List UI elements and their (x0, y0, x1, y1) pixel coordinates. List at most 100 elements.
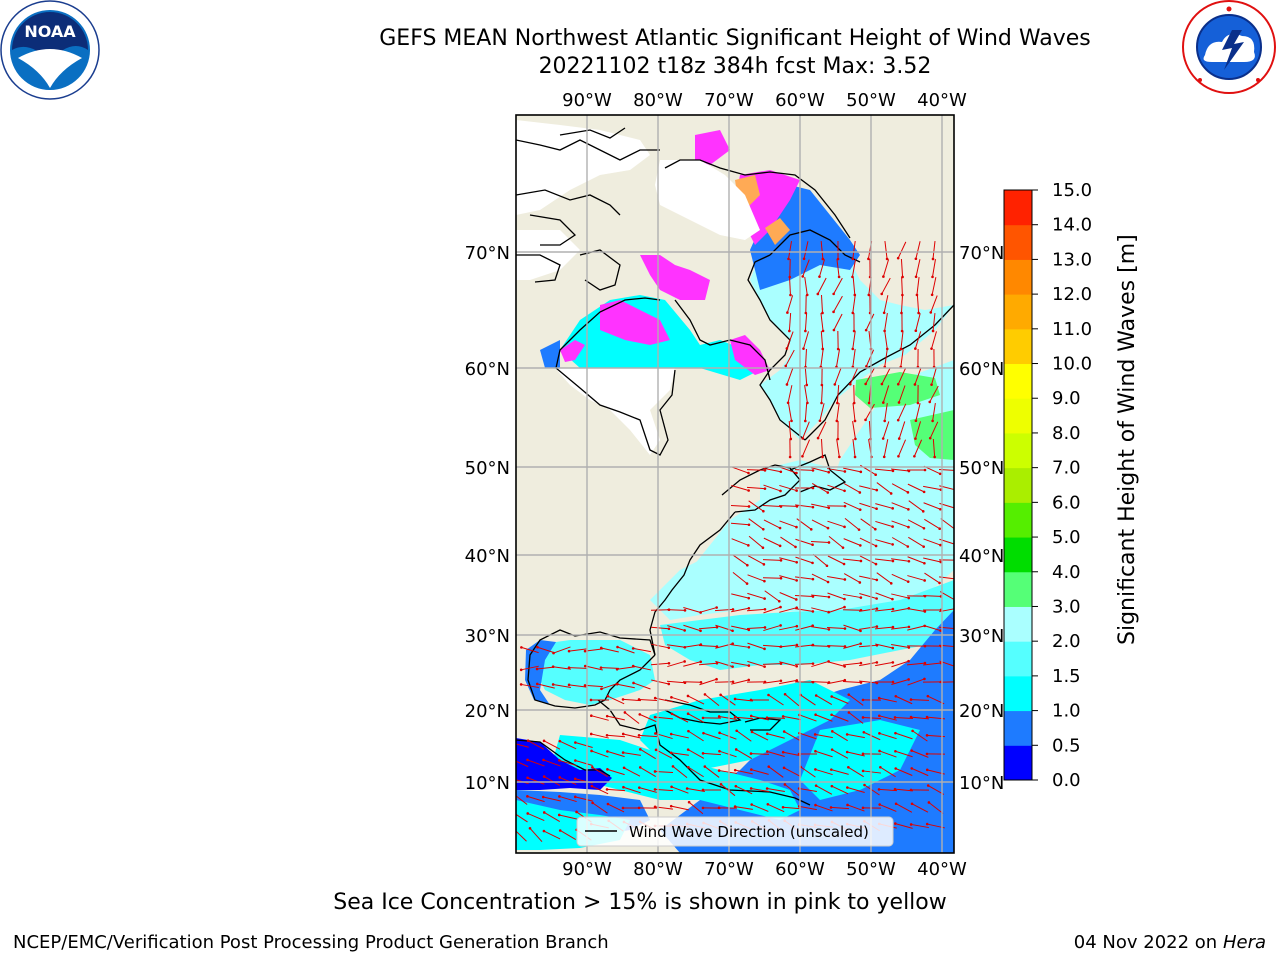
wave-arrow-head (854, 437, 857, 441)
wave-arrow (607, 695, 625, 705)
wave-arrow (788, 312, 792, 332)
lon-tick-top: 50°W (846, 90, 896, 111)
wave-arrow-head (511, 758, 514, 761)
wave-arrow-head (789, 293, 792, 297)
wave-arrow (763, 519, 781, 529)
wave-arrow-head (761, 527, 765, 531)
wave-arrow-head (891, 543, 894, 546)
wave-arrow-head (622, 766, 626, 770)
wave-arrow-head (558, 759, 561, 762)
wave-arrow (891, 678, 909, 686)
colorbar-tick-label: 10.0 (1052, 354, 1092, 375)
wave-arrow (786, 331, 794, 349)
wave-arrow (650, 609, 670, 611)
wave-arrow-head (763, 647, 766, 651)
wave-arrow-head (906, 545, 910, 548)
wave-arrow (683, 624, 701, 632)
wave-arrow-head (843, 605, 846, 609)
wave-arrow (747, 574, 765, 582)
wave-arrow (731, 538, 749, 546)
wave-arrow-head (750, 730, 754, 734)
wave-arrow (784, 784, 800, 796)
wave-arrow (779, 466, 797, 474)
wave-arrow-head (510, 777, 513, 780)
wave-arrow (836, 439, 840, 457)
wave-arrow (731, 644, 749, 648)
wave-arrow-head (703, 693, 707, 696)
wave-arrow (884, 349, 888, 367)
wave-arrow-head (914, 419, 918, 423)
wave-arrow-head (510, 741, 513, 744)
wave-arrow-head (865, 364, 868, 368)
wave-arrow (859, 575, 877, 581)
wave-arrow (795, 625, 813, 631)
wave-arrow-head (795, 471, 798, 475)
wave-arrow-head (779, 662, 783, 665)
wave-arrow (901, 276, 903, 296)
wave-arrow (559, 759, 577, 767)
wave-arrow-head (782, 766, 786, 770)
wave-arrow-head (874, 527, 877, 531)
wave-arrow-head (910, 802, 914, 806)
wave-arrow-head (938, 527, 941, 531)
wave-arrow-head (861, 769, 865, 773)
wave-arrow-head (928, 400, 932, 404)
wave-arrow-head (542, 829, 546, 833)
wave-arrow (859, 502, 877, 510)
wave-arrow (735, 785, 753, 795)
wave-arrow-head (843, 678, 847, 682)
wave-arrow (780, 536, 796, 548)
wave-arrow (671, 805, 689, 811)
wave-arrow (900, 331, 904, 349)
wave-arrow (591, 785, 609, 795)
wave-arrow-head (863, 783, 866, 787)
wave-arrow (802, 421, 810, 439)
wave-arrow-head (746, 563, 749, 567)
wave-arrow-head (891, 646, 895, 650)
wave-arrow-head (667, 646, 671, 650)
wave-arrow (623, 767, 641, 777)
wave-arrow-head (841, 546, 845, 549)
wave-arrow-head (875, 625, 879, 628)
wave-arrow (811, 519, 829, 529)
wave-arrow-head (939, 543, 942, 547)
lat-tick-left: 50°N (465, 458, 510, 479)
ocean-field-high (855, 372, 940, 408)
wave-arrow-head (747, 505, 751, 508)
wave-arrow-head (811, 595, 815, 598)
lat-tick-right: 10°N (959, 773, 1004, 794)
wave-arrow-head (811, 505, 815, 509)
wave-arrow (622, 698, 642, 702)
wave-arrow-head (859, 559, 863, 563)
wave-arrow-head (832, 292, 835, 296)
wave-arrow (796, 518, 812, 530)
wave-arrow-head (686, 748, 690, 751)
wave-arrow (601, 647, 619, 653)
wave-arrow-head (794, 545, 797, 549)
wave-arrow-head (927, 801, 931, 804)
wave-arrow-head (795, 598, 798, 601)
wave-arrow (910, 716, 930, 720)
wave-arrow-head (606, 802, 610, 806)
wave-arrow (763, 537, 781, 547)
wave-arrow-head (583, 664, 587, 668)
wave-arrow (671, 713, 689, 723)
wave-arrow (826, 645, 846, 647)
wave-arrow (908, 500, 924, 512)
wave-arrow-head (827, 506, 831, 510)
wave-arrow-head (859, 629, 862, 633)
wave-arrow-head (669, 804, 673, 808)
wave-arrow (751, 715, 769, 721)
wave-arrow-head (835, 419, 839, 423)
wave-arrow (688, 801, 704, 815)
wave-arrow (667, 660, 685, 668)
wave-arrow (714, 608, 734, 612)
wave-arrow (786, 367, 794, 385)
wave-arrow-head (881, 437, 885, 440)
wave-arrow-head (875, 597, 878, 600)
lat-tick-right: 20°N (959, 701, 1004, 722)
wave-arrow-head (925, 752, 929, 756)
wave-arrow (639, 787, 657, 793)
wave-arrow (735, 806, 753, 810)
wave-arrow (751, 804, 769, 812)
